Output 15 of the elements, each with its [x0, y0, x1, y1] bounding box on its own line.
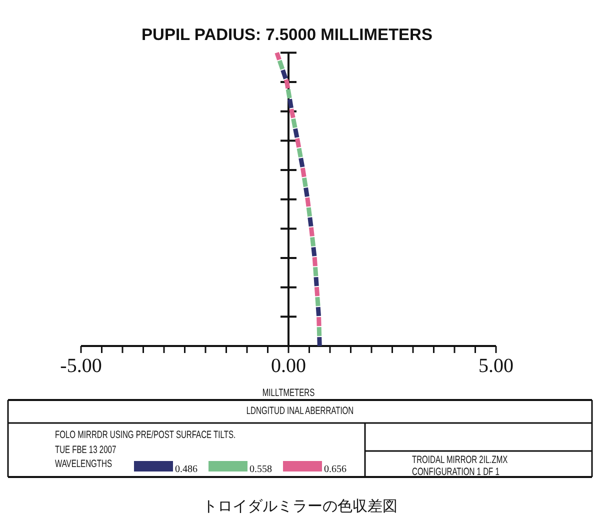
x-tick-label: -5.00 — [60, 355, 102, 377]
x-tick-label: 0.00 — [271, 355, 306, 377]
legend-label: 0.486 — [175, 464, 198, 475]
text: トロイダルミラーの色収差図 — [202, 497, 398, 515]
text: FOLO MIRRDR USING PRE/POST SURFACE TILTS. — [55, 428, 236, 440]
legend-title: WAVELENGTHS — [55, 458, 112, 470]
text: CONFIGURATION 1 DF 1 — [412, 466, 500, 478]
legend-label: 0.656 — [324, 464, 346, 475]
text: TUE FBE 13 2007 — [55, 444, 116, 456]
x-axis-title: MILLTMETERS — [262, 386, 315, 398]
x-tick-label: 5.00 — [478, 355, 514, 377]
text: LDNGITUD INAL ABERRATION — [246, 404, 354, 416]
chart-title: PUPIL PADIUS: 7.5000 MILLIMETERS — [142, 26, 432, 44]
text: TROIDAL MIRROR 2IL.ZMX — [412, 454, 508, 466]
legend-label: 0.558 — [250, 464, 272, 475]
